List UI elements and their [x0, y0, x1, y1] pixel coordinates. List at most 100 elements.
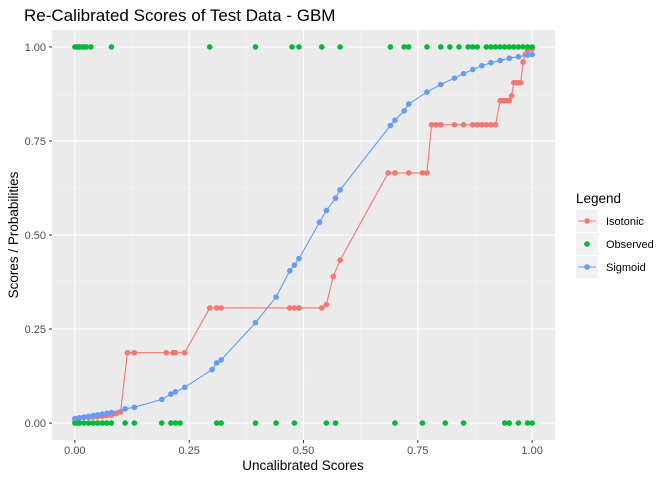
data-point: [506, 97, 513, 104]
data-point: [506, 44, 513, 50]
data-point: [318, 44, 325, 50]
data-point: [104, 410, 110, 417]
data-point: [447, 44, 453, 50]
data-point: [113, 410, 119, 417]
data-point: [296, 255, 302, 262]
data-point: [465, 44, 471, 50]
data-point: [286, 305, 293, 311]
data-point: [104, 420, 110, 426]
data-point: [332, 420, 339, 426]
data-point: [405, 101, 412, 107]
data-point: [483, 44, 490, 50]
data-point: [218, 420, 224, 426]
data-point: [213, 360, 220, 366]
data-point: [252, 319, 259, 326]
data-point: [108, 409, 115, 416]
data-point: [252, 420, 259, 426]
x-tick-label: 1.00: [521, 445, 542, 457]
data-point: [209, 366, 215, 373]
legend-label: Observed: [606, 239, 654, 251]
data-point: [524, 420, 531, 426]
data-point: [488, 59, 494, 66]
data-point: [81, 420, 87, 426]
data-point: [131, 420, 138, 426]
data-point: [520, 44, 526, 50]
data-point: [401, 108, 407, 114]
data-point: [252, 44, 259, 50]
data-point: [492, 44, 499, 50]
y-tick-label: 1.00: [25, 42, 46, 54]
data-point: [437, 44, 444, 50]
data-point: [451, 121, 458, 128]
data-point: [296, 305, 302, 311]
data-point: [506, 420, 513, 426]
data-point: [177, 420, 183, 426]
data-point: [392, 170, 398, 176]
data-point: [273, 420, 279, 426]
data-point: [460, 70, 467, 77]
legend-item-sigmoid: Sigmoid: [576, 256, 646, 278]
chart-title: Re-Calibrated Scores of Test Data - GBM: [24, 6, 335, 25]
data-point: [90, 412, 96, 419]
data-point: [122, 405, 128, 412]
data-point: [172, 420, 179, 426]
data-point: [88, 44, 94, 50]
data-point: [401, 44, 407, 50]
data-point: [433, 121, 439, 128]
data-point: [337, 187, 343, 193]
data-point: [460, 420, 467, 426]
data-point: [419, 420, 426, 426]
data-point: [337, 257, 343, 264]
data-point: [291, 262, 298, 268]
x-tick-label: 0.50: [293, 445, 314, 457]
data-point: [492, 121, 499, 128]
data-point: [497, 44, 503, 50]
data-point: [469, 66, 476, 73]
legend-item-isotonic: Isotonic: [576, 210, 644, 232]
data-point: [316, 219, 323, 226]
data-point: [474, 121, 481, 128]
data-point: [76, 415, 83, 421]
data-point: [479, 62, 485, 69]
data-point: [218, 357, 224, 363]
data-point: [424, 44, 430, 50]
data-point: [337, 44, 343, 50]
data-point: [81, 414, 87, 420]
legend-label: Isotonic: [606, 216, 644, 228]
data-point: [460, 121, 467, 128]
data-point: [488, 44, 494, 50]
data-point: [515, 44, 522, 50]
data-point: [511, 44, 517, 50]
data-point: [172, 349, 179, 356]
data-point: [520, 59, 526, 65]
data-point: [392, 420, 398, 426]
data-point: [474, 44, 481, 50]
data-point: [85, 413, 92, 420]
data-point: [387, 122, 394, 129]
data-point: [515, 53, 522, 60]
data-point: [469, 121, 476, 128]
data-point: [99, 420, 106, 426]
x-axis: 0.00 0.25 0.50 0.75 1.00: [64, 440, 543, 457]
data-point: [213, 305, 220, 311]
data-point: [529, 44, 535, 50]
data-point: [501, 420, 508, 426]
x-tick-label: 0.25: [178, 445, 199, 457]
data-point: [289, 44, 295, 50]
data-point: [181, 384, 188, 391]
data-point: [469, 44, 476, 50]
data-point: [90, 420, 96, 426]
data-point: [428, 121, 435, 128]
legend-title: Legend: [576, 191, 621, 206]
data-point: [515, 420, 522, 426]
data-point: [392, 117, 398, 124]
y-axis: 0.00 0.25 0.50 0.75 1.00: [25, 42, 52, 430]
data-point: [405, 170, 412, 176]
data-point: [506, 55, 513, 62]
series-observed: [72, 44, 535, 426]
data-point: [488, 121, 494, 128]
data-point: [497, 57, 503, 64]
data-point: [483, 121, 490, 128]
data-point: [442, 420, 449, 426]
data-point: [85, 420, 92, 426]
